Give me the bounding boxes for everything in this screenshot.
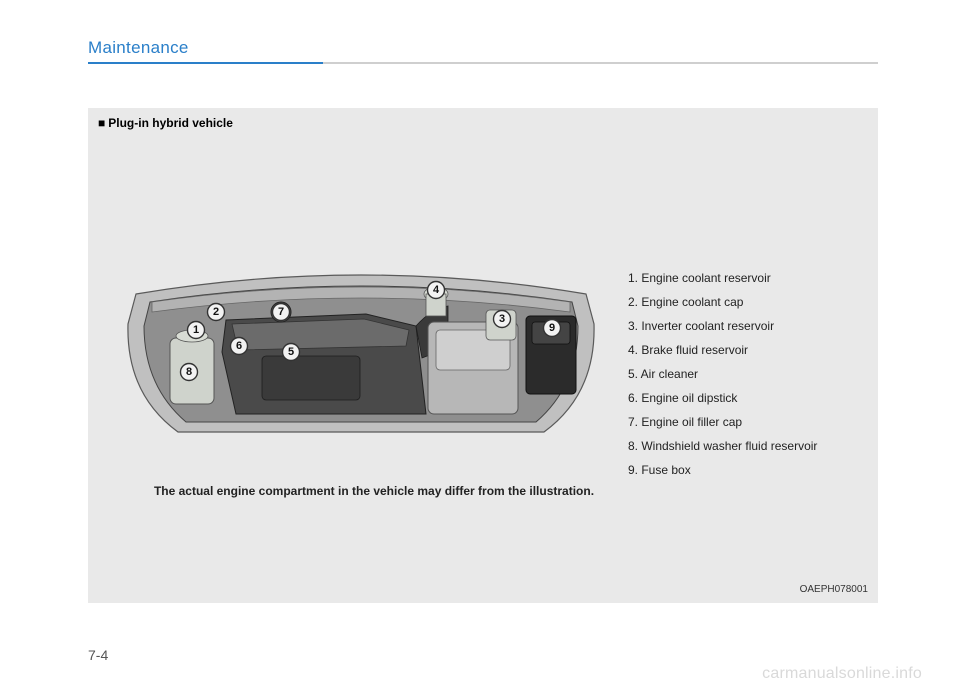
figure-panel: ■Plug-in hybrid vehicle: [88, 108, 878, 603]
legend-item: 7. Engine oil filler cap: [628, 410, 868, 434]
legend-item: 1. Engine coolant reservoir: [628, 266, 868, 290]
page-number: 7-4: [88, 647, 108, 663]
callout-number-1: 1: [193, 324, 199, 336]
callout-number-9: 9: [549, 322, 555, 334]
legend-item: 5. Air cleaner: [628, 362, 868, 386]
legend-item: 2. Engine coolant cap: [628, 290, 868, 314]
callout-number-7: 7: [278, 306, 284, 318]
callout-number-3: 3: [499, 313, 505, 325]
engine-cover-top: [232, 319, 409, 350]
legend-item: 3. Inverter coolant reservoir: [628, 314, 868, 338]
callout-number-6: 6: [236, 340, 242, 352]
figure-code: OAEPH078001: [800, 584, 868, 595]
legend-item: 8. Windshield washer fluid reservoir: [628, 434, 868, 458]
manual-page: Maintenance ■Plug-in hybrid vehicle: [0, 0, 960, 689]
air-cleaner-area: [262, 356, 360, 400]
section-title: Maintenance: [88, 38, 189, 58]
legend-item: 6. Engine oil dipstick: [628, 386, 868, 410]
square-bullet-icon: ■: [98, 116, 105, 130]
legend-item: 9. Fuse box: [628, 458, 868, 482]
callout-number-8: 8: [186, 366, 192, 378]
callout-number-5: 5: [288, 346, 294, 358]
figure-label: ■Plug-in hybrid vehicle: [98, 116, 233, 130]
engine-svg: 1 2 7 6 5 8 4 3 9: [126, 264, 596, 444]
figure-label-text: Plug-in hybrid vehicle: [108, 116, 233, 130]
watermark-text: carmanualsonline.info: [762, 665, 922, 683]
component-legend: 1. Engine coolant reservoir2. Engine coo…: [628, 266, 868, 482]
legend-item: 4. Brake fluid reservoir: [628, 338, 868, 362]
callout-number-4: 4: [433, 284, 440, 296]
header-rule-accent: [88, 62, 323, 64]
callout-number-2: 2: [213, 306, 219, 318]
engine-compartment-illustration: 1 2 7 6 5 8 4 3 9: [126, 264, 596, 444]
figure-caption: The actual engine compartment in the veh…: [144, 483, 604, 500]
